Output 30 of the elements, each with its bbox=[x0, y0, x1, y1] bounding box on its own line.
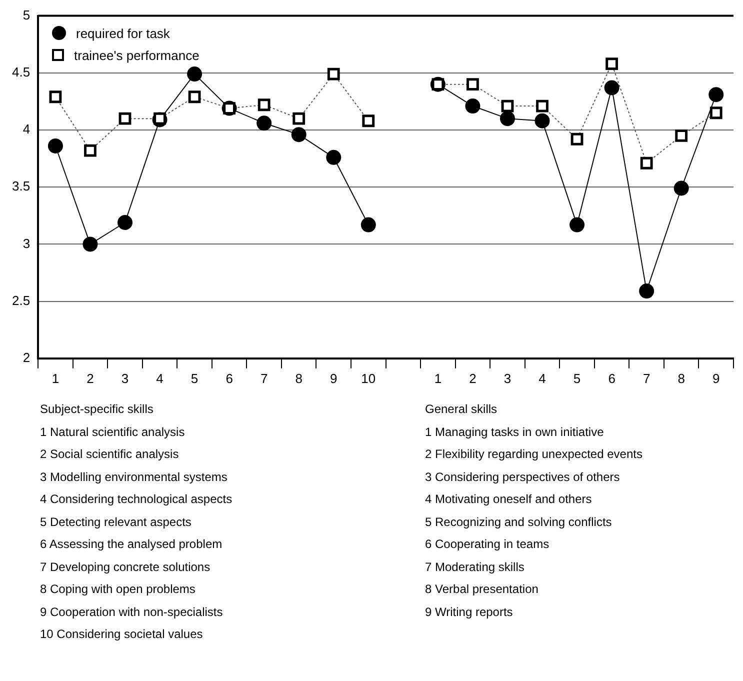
x-tick-label: 5 bbox=[190, 370, 198, 386]
x-tick-label: 3 bbox=[121, 370, 129, 386]
legend-label: trainee's performance bbox=[74, 48, 200, 62]
y-tick-label: 4.5 bbox=[12, 64, 30, 80]
y-tick-label: 2.5 bbox=[12, 292, 30, 308]
x-tick-label: 1 bbox=[434, 370, 442, 386]
y-tick-label: 4 bbox=[22, 122, 30, 137]
text: Subject-specific skills 1 Natural scientific analysis 2 Social scientific analysis 3 Modelling environmental systems 4 Considering technological aspects 5 Detecting relevant aspects 6 Assessing the analysed problem 7 Developing concrete solutions 8 Coping with open problems 9 Cooperation with non-specialists 10 Considering societal values bbox=[40, 402, 232, 641]
x-tick-label: 2 bbox=[469, 370, 476, 386]
x-tick-label: 7 bbox=[642, 370, 650, 386]
x-tick-label: 5 bbox=[573, 370, 581, 386]
legend-label: required for task bbox=[76, 26, 170, 40]
x-tick-label: 1 bbox=[52, 370, 60, 386]
x-tick-label: 9 bbox=[712, 370, 720, 386]
x-tick-label: 6 bbox=[608, 370, 616, 386]
x-tick-label: 4 bbox=[538, 370, 546, 386]
y-tick-label: 3 bbox=[22, 236, 30, 251]
x-tick-label: 8 bbox=[678, 370, 685, 386]
x-tick-label: 4 bbox=[156, 370, 164, 386]
x-tick-label: 10 bbox=[361, 370, 376, 386]
x-tick-label: 3 bbox=[504, 370, 512, 386]
x-tick-label: 2 bbox=[86, 370, 94, 386]
x-tick-label: 6 bbox=[226, 370, 233, 386]
x-tick-label: 9 bbox=[330, 370, 338, 386]
x-tick-label: 8 bbox=[295, 370, 302, 386]
y-tick-label: 3.5 bbox=[12, 178, 30, 194]
y-tick-label: 2 bbox=[22, 350, 30, 365]
y-tick-label: 5 bbox=[22, 7, 30, 22]
x-tick-label: 7 bbox=[260, 370, 268, 386]
text: General skills 1 Managing tasks in own initiative 2 Flexibility regarding unexpected events 3 Considering perspectives of others 4 Motivating oneself and others 5 Recognizing and solving conflicts 6 Cooperating in teams 7 Moderating skills 8 Verbal presentation 9 Writing reports bbox=[425, 402, 642, 618]
